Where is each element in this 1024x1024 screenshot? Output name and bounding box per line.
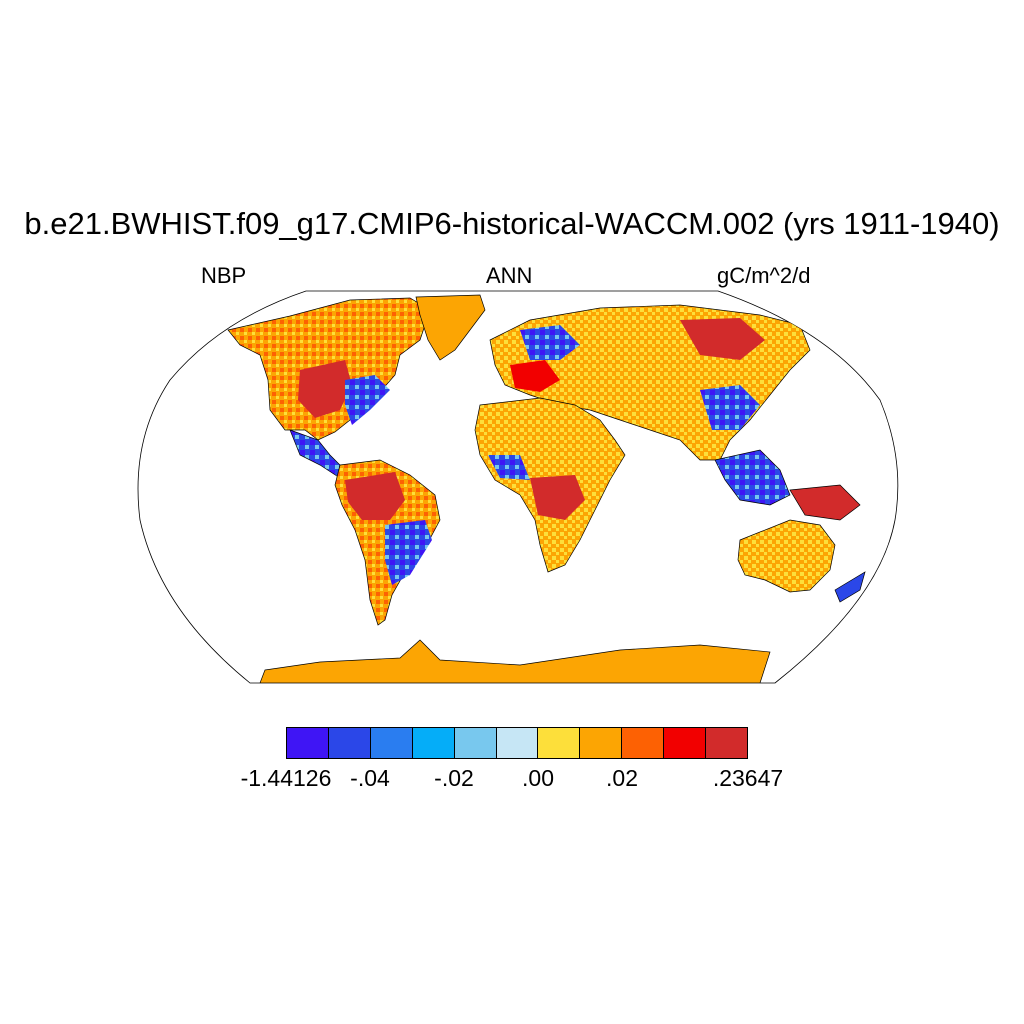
plot-title: b.e21.BWHIST.f09_g17.CMIP6-historical-WA… xyxy=(24,206,1000,241)
colorbar-tick-label: .23647 xyxy=(712,765,784,791)
colorbar-swatch xyxy=(370,728,413,758)
region-china-blue xyxy=(700,385,760,430)
region-sa-blue xyxy=(385,520,432,585)
colorbar-tick-label: -.02 xyxy=(434,765,474,791)
colorbar-tick-label: -.04 xyxy=(350,765,390,791)
colorbar-tick-label: -1.44126 xyxy=(240,765,332,791)
region-na-blue xyxy=(345,375,390,425)
variable-label: NBP xyxy=(201,263,247,288)
region-africa-blue xyxy=(488,455,530,480)
colorbar-swatch xyxy=(454,728,497,758)
land-se-asia xyxy=(714,449,791,506)
colorbar-tick-label: .02 xyxy=(606,765,638,791)
colorbar-swatch xyxy=(287,728,329,758)
colorbar xyxy=(286,727,748,759)
colorbar-swatch xyxy=(706,728,747,758)
colorbar-swatch xyxy=(412,728,455,758)
colorbar-swatch xyxy=(622,728,665,758)
region-africa-red xyxy=(530,475,585,520)
season-label: ANN xyxy=(486,263,533,288)
colorbar-swatch xyxy=(664,728,707,758)
land-australia xyxy=(737,519,836,593)
colorbar-tick-label: .00 xyxy=(522,765,554,791)
colorbar-swatch xyxy=(538,728,581,758)
units-label: gC/m^2/d xyxy=(717,263,811,288)
colorbar-swatch xyxy=(328,728,371,758)
region-amazon xyxy=(345,472,405,520)
region-eu-blue xyxy=(520,325,580,360)
region-eu-red xyxy=(510,360,560,392)
colorbar-swatch xyxy=(580,728,623,758)
land-greenland xyxy=(415,294,486,361)
region-siberia-red xyxy=(680,318,765,360)
colorbar-swatch xyxy=(496,728,539,758)
land-antarctica xyxy=(259,639,771,683)
land-new-guinea xyxy=(789,484,861,521)
region-na-red xyxy=(298,360,352,418)
land-new-zealand xyxy=(834,571,866,603)
